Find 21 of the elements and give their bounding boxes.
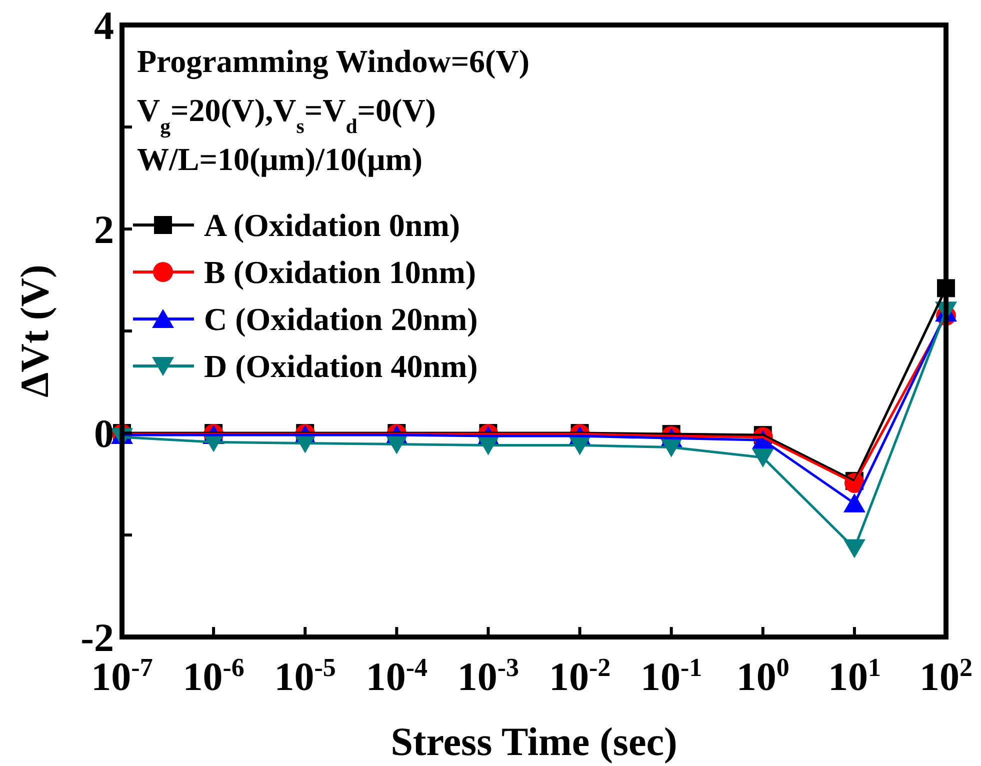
x-tick-label: 10$^{-3}$: [457, 652, 520, 699]
legend-label: A (Oxidation 0nm): [204, 207, 460, 243]
x-tick-label: 10$^{1}$: [828, 652, 881, 699]
x-tick-label: 10$^{-1}$: [640, 652, 702, 699]
x-tick-label: 10$^{2}$: [920, 652, 972, 699]
x-tick-label: 10$^{-5}$: [274, 652, 336, 699]
legend-label: D (Oxidation 40nm): [204, 348, 478, 384]
x-tick-label: 10$^{-2}$: [548, 652, 611, 699]
legend-label: B (Oxidation 10nm): [204, 254, 476, 290]
y-tick-label: 2: [94, 207, 114, 252]
annotation: W/L=10(μm)/10(μm): [137, 141, 423, 177]
annotation: Programming Window=6(V): [137, 43, 530, 80]
x-tick-label: 10$^{0}$: [736, 652, 790, 699]
y-tick-label: 4: [94, 3, 114, 48]
x-tick-label: 10$^{-6}$: [182, 652, 244, 699]
legend-label: C (Oxidation 20nm): [204, 301, 478, 337]
x-tick-label: 10$^{-4}$: [366, 652, 428, 699]
y-axis-title: ΔVt (V): [12, 264, 57, 398]
x-axis-title: Stress Time (sec): [390, 719, 678, 764]
y-tick-label: 0: [94, 411, 114, 456]
annotation: V$_{g}$=20(V),V$_{s}$=V$_{d}$=0(V): [137, 92, 436, 138]
